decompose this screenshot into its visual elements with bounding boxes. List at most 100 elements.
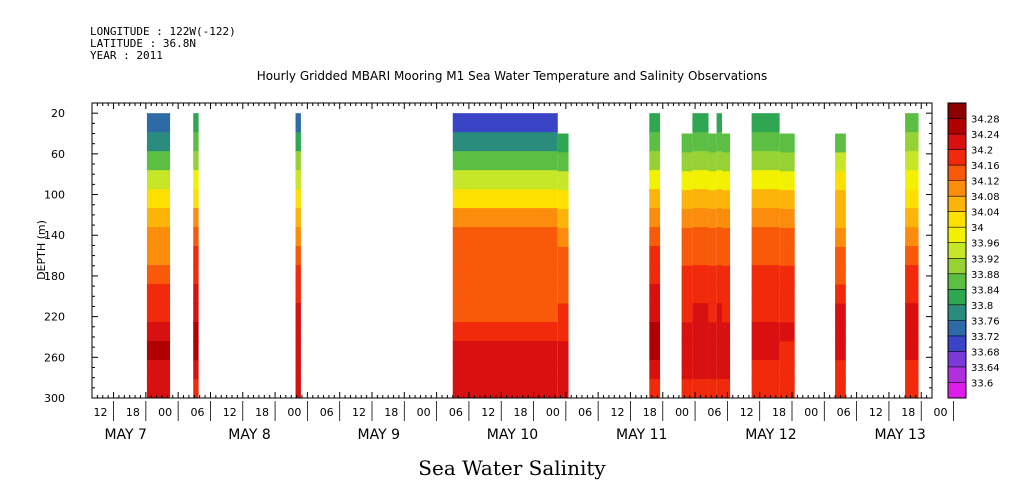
- data-cell: [751, 208, 780, 229]
- data-cell: [452, 189, 558, 210]
- data-cell: [751, 246, 780, 267]
- variable-label: Sea Water Salinity: [418, 456, 606, 480]
- data-cell: [452, 113, 558, 134]
- data-cell: [835, 171, 846, 192]
- colorbar-label: 33.76: [971, 316, 1000, 327]
- x-tick-label: 12: [223, 406, 237, 419]
- data-cell: [716, 360, 722, 381]
- colorbar-swatch: [948, 289, 966, 306]
- data-cell: [905, 189, 919, 210]
- data-cell: [193, 379, 199, 398]
- colorbar-swatch: [948, 273, 966, 290]
- data-cell: [905, 341, 919, 362]
- data-cell: [557, 379, 569, 398]
- data-cell: [295, 303, 301, 324]
- data-cell: [681, 152, 693, 173]
- data-column: [452, 113, 558, 398]
- colorbar-swatch: [948, 180, 966, 197]
- data-cell: [708, 284, 717, 305]
- data-cell: [452, 303, 558, 324]
- data-cell: [779, 227, 795, 248]
- data-cell: [146, 132, 171, 153]
- data-cell: [722, 209, 731, 230]
- data-cell: [146, 341, 171, 362]
- data-column: [905, 113, 919, 398]
- data-cell: [716, 379, 722, 398]
- data-cell: [557, 152, 569, 173]
- colorbar-swatch: [948, 211, 966, 228]
- data-cell: [835, 152, 846, 173]
- x-tick-label: 12: [740, 406, 754, 419]
- data-cell: [692, 284, 709, 305]
- data-cell: [835, 322, 846, 343]
- day-label: MAY 13: [874, 427, 925, 443]
- data-cell: [751, 379, 780, 398]
- data-cell: [692, 113, 709, 134]
- data-cell: [193, 265, 199, 286]
- data-cell: [681, 209, 693, 230]
- y-tick-label: 180: [44, 270, 65, 283]
- data-cell: [716, 341, 722, 362]
- data-cell: [779, 152, 795, 173]
- colorbar-label: 34.24: [971, 130, 1000, 141]
- y-tick-label: 220: [44, 311, 65, 324]
- data-cell: [692, 208, 709, 229]
- data-cell: [708, 322, 717, 343]
- data-cell: [557, 265, 569, 286]
- y-tick-label: 140: [44, 229, 65, 242]
- data-cell: [146, 227, 171, 248]
- colorbar-label: 33.88: [971, 270, 1000, 281]
- colorbar-swatch: [948, 118, 966, 135]
- x-tick-label: 00: [804, 406, 818, 419]
- data-cell: [146, 113, 171, 134]
- day-label: MAY 7: [104, 427, 146, 443]
- day-label: MAY 11: [616, 427, 667, 443]
- data-cell: [716, 170, 722, 191]
- data-cell: [905, 132, 919, 153]
- data-cell: [557, 227, 569, 248]
- data-cell: [557, 133, 569, 154]
- data-cell: [708, 341, 717, 362]
- colorbar-swatch: [948, 242, 966, 259]
- data-cell: [751, 322, 780, 343]
- colorbar-label: 34.08: [971, 192, 1000, 203]
- data-cell: [779, 209, 795, 230]
- colorbar-label: 34.04: [971, 208, 1000, 219]
- x-tick-label: 18: [901, 406, 915, 419]
- data-cell: [779, 265, 795, 286]
- data-cell: [751, 170, 780, 191]
- data-cell: [722, 284, 731, 305]
- data-cell: [779, 284, 795, 305]
- data-column: [146, 113, 171, 398]
- data-cell: [557, 171, 569, 192]
- data-cell: [751, 360, 780, 381]
- data-column: [835, 133, 846, 398]
- data-cell: [649, 208, 661, 229]
- data-cell: [681, 303, 693, 324]
- data-cell: [751, 189, 780, 210]
- colorbar-label: 33.72: [971, 332, 1000, 343]
- data-cell: [692, 360, 709, 381]
- data-cell: [681, 322, 693, 343]
- data-cell: [295, 227, 301, 248]
- data-cell: [835, 379, 846, 398]
- data-cell: [146, 360, 171, 381]
- data-cell: [692, 170, 709, 191]
- data-cell: [557, 322, 569, 343]
- data-cell: [193, 151, 199, 172]
- data-cell: [295, 189, 301, 210]
- x-tick-label: 18: [384, 406, 398, 419]
- day-label: MAY 8: [228, 427, 270, 443]
- data-cell: [716, 208, 722, 229]
- data-cell: [681, 246, 693, 267]
- data-bars: [146, 113, 919, 398]
- colorbar-label: 33.8: [971, 301, 993, 312]
- colorbar-swatch: [948, 103, 966, 120]
- data-cell: [708, 360, 717, 381]
- data-cell: [835, 246, 846, 267]
- data-cell: [557, 284, 569, 305]
- colorbar-swatch: [948, 335, 966, 352]
- data-cell: [295, 113, 301, 134]
- data-cell: [452, 151, 558, 172]
- data-cell: [295, 246, 301, 267]
